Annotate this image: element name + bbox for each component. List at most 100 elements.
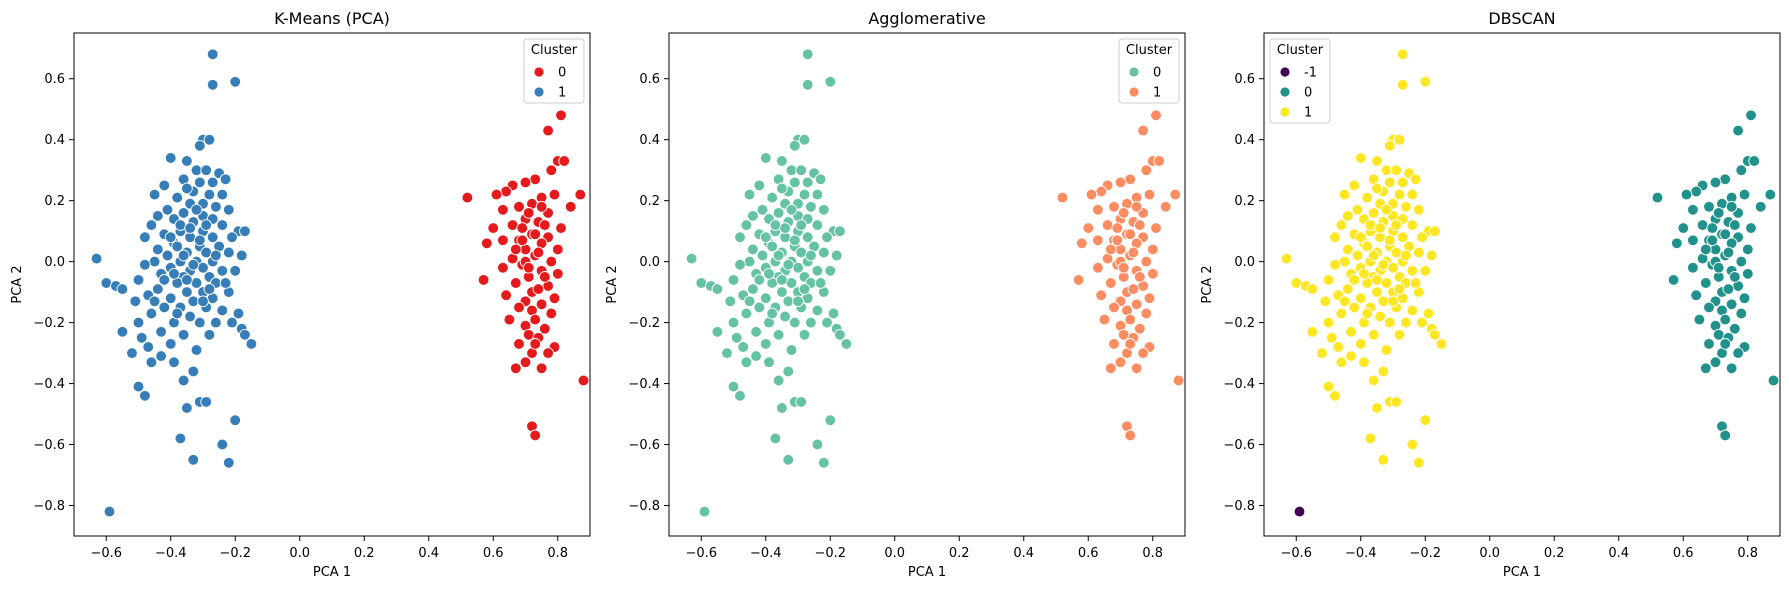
data-point [801,231,814,244]
data-point [148,188,161,201]
data-point [1380,164,1393,177]
data-point [232,307,245,320]
data-point [1338,188,1351,201]
data-point [142,341,155,353]
data-point [1056,191,1069,204]
data-point [187,365,200,378]
data-point [1703,200,1715,213]
y-tick-label: 0.2 [1234,194,1255,209]
data-point [1335,356,1348,369]
data-point [1364,219,1377,231]
data-point [1104,362,1117,375]
data-point [1095,289,1108,302]
y-tick-label: 0.2 [44,194,65,209]
data-point [222,203,235,216]
data-point [788,139,801,152]
data-point [497,261,509,274]
x-tick-label: 0.8 [547,546,568,561]
scatter-points [90,48,590,518]
data-point [522,261,535,274]
data-point [181,402,193,414]
data-point [821,316,833,329]
data-point [1130,200,1143,213]
data-point [1712,328,1725,341]
data-point [574,188,587,201]
data-point [1677,222,1690,234]
data-point [1406,264,1419,277]
data-point [1111,222,1124,234]
data-point [1406,219,1419,231]
data-point [1108,200,1120,213]
data-point [1380,344,1393,356]
data-point [90,252,103,265]
legend-marker [1128,86,1140,98]
data-point [834,225,846,238]
data-point [1371,286,1383,298]
data-point [753,301,766,314]
data-point [1419,414,1432,427]
data-point [1124,313,1137,326]
data-point [535,298,548,311]
data-point [226,231,238,244]
data-point [1422,307,1435,320]
legend-box [1269,38,1331,124]
data-point [1699,362,1712,375]
data-point [538,271,551,283]
data-point [1101,219,1114,231]
data-point [1280,252,1293,265]
data-point [1371,402,1383,414]
data-point [1345,350,1357,362]
data-point [1722,246,1735,259]
data-point [795,164,808,177]
data-point [519,356,532,369]
data-point [177,374,190,387]
data-point [132,380,145,393]
data-point [747,243,759,256]
data-point [1383,234,1396,247]
data-point [1172,374,1185,387]
data-point [187,295,200,308]
data-point [461,191,474,204]
data-point [792,261,804,274]
data-point [206,78,219,91]
data-point [1719,228,1732,241]
data-point [740,356,753,369]
data-point [734,258,746,271]
data-point [1127,283,1140,295]
data-point [1732,347,1744,359]
data-point [1085,188,1098,201]
data-point [513,301,525,314]
data-point [840,338,853,350]
data-point [1416,231,1428,244]
data-point [759,338,772,350]
data-point [1712,207,1725,219]
data-point [1703,301,1715,314]
data-point [776,155,788,167]
data-point [1651,191,1664,204]
data-point [1361,240,1374,253]
data-point [824,414,837,427]
data-point [1383,316,1396,329]
data-point [1341,283,1354,295]
data-point [174,219,187,231]
data-point [795,246,808,259]
legend-marker [1279,86,1291,98]
data-point [538,219,551,231]
data-point [200,164,213,177]
data-point [158,274,171,286]
data-point [753,179,766,192]
data-point [1393,133,1406,146]
data-point [1390,164,1403,177]
data-point [1706,234,1719,247]
data-point [737,341,750,353]
data-point [1143,188,1156,201]
data-point [730,331,743,344]
data-point [161,249,174,262]
data-point [1419,264,1432,277]
data-point [1092,203,1104,216]
chart-title: Agglomerative [868,9,985,28]
legend-marker [533,66,545,78]
x-tick-label: 0.2 [949,546,970,561]
data-point [801,48,814,61]
data-point [721,347,733,359]
